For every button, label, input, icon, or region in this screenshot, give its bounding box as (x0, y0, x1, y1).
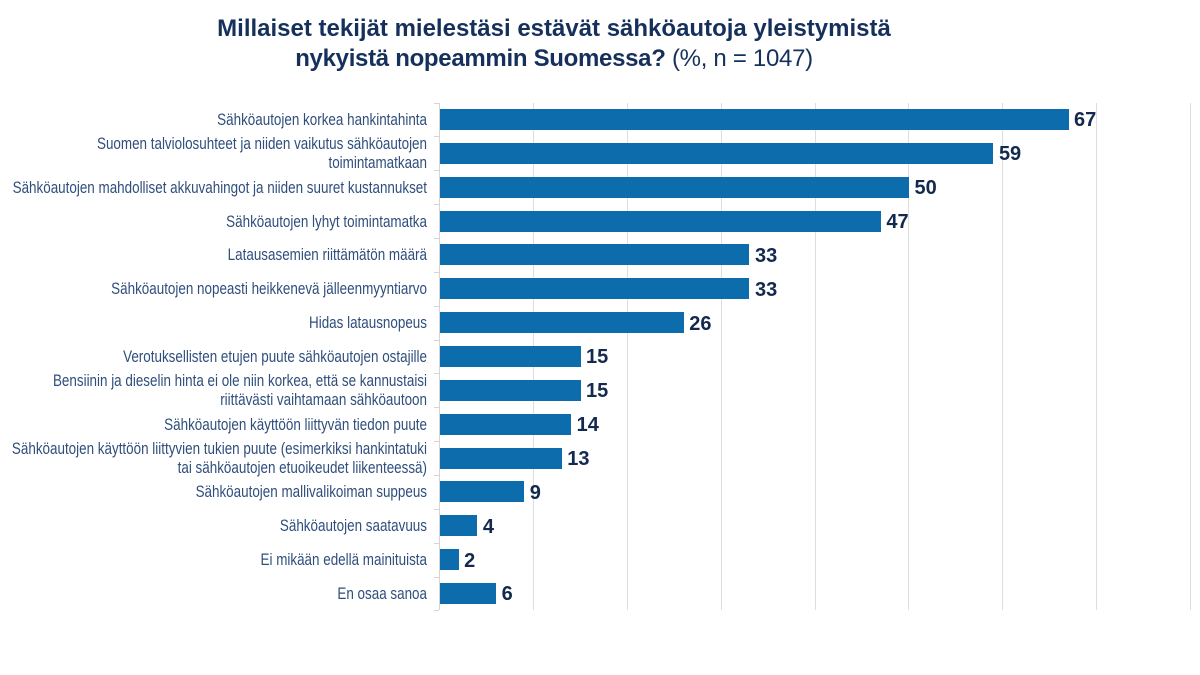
value-label-10: 13 (567, 448, 590, 471)
gridline-70 (1096, 102, 1098, 611)
category-label-14: En osaa sanoa (337, 583, 427, 603)
axis-tick (434, 102, 440, 104)
gridline-30 (720, 102, 722, 611)
bar-8 (439, 379, 581, 401)
category-label-10: Sähköautojen käyttöön liittyvien tukien … (11, 439, 427, 478)
bar-7 (439, 345, 581, 367)
axis-tick (434, 339, 440, 341)
axis-tick (434, 170, 440, 172)
value-label-0: 67 (1074, 109, 1097, 132)
value-label-11: 9 (529, 481, 541, 504)
axis-tick (434, 305, 440, 307)
axis-tick (434, 271, 440, 273)
category-label-4: Latausasemien riittämätön määrä (227, 245, 427, 265)
axis-tick (434, 237, 440, 239)
category-label-7: Verotuksellisten etujen puute sähköautoj… (123, 346, 427, 366)
bar-2 (439, 176, 909, 198)
plot-area: 67 Sähköautojen korkea hankintahinta 59 Suo… (12, 102, 1192, 612)
value-label-12: 4 (482, 515, 494, 538)
gridline-80 (1190, 102, 1192, 611)
axis-tick (434, 508, 440, 510)
bar-10 (439, 447, 562, 469)
value-label-5: 33 (754, 278, 778, 301)
axis-tick (434, 576, 440, 578)
bar-6 (439, 312, 684, 334)
value-label-7: 15 (586, 346, 609, 369)
axis-tick (434, 441, 440, 443)
category-label-5: Sähköautojen nopeasti heikkenevä jälleen… (111, 279, 427, 299)
category-label-13: Ei mikään edellä mainituista (260, 550, 427, 570)
bar-5 (439, 278, 750, 300)
axis-tick (434, 373, 440, 375)
value-label-1: 59 (998, 143, 1022, 166)
value-label-13: 2 (464, 549, 476, 572)
value-label-9: 14 (576, 414, 599, 437)
value-label-2: 50 (914, 177, 937, 200)
bar-13 (439, 549, 459, 571)
category-label-9: Sähköautojen käyttöön liittyvän tiedon p… (164, 414, 427, 434)
axis-tick (434, 136, 440, 138)
bar-14 (439, 582, 497, 604)
axis-tick (434, 474, 440, 476)
axis-tick (434, 407, 440, 409)
gridline-60 (1002, 102, 1004, 611)
category-label-1: Suomen talviolosuhteet ja niiden vaikutu… (96, 134, 427, 173)
gridline-50 (908, 102, 910, 611)
category-label-6: Hidas latausnopeus (309, 313, 427, 333)
axis-tick (434, 542, 440, 544)
value-label-3: 47 (886, 211, 909, 233)
category-label-12: Sähköautojen saatavuus (279, 516, 427, 536)
bar-4 (439, 244, 750, 266)
category-label-8: Bensiinin ja dieselin hinta ei ole niin … (52, 371, 427, 410)
bar-3 (439, 210, 881, 232)
gridline-20 (626, 102, 628, 611)
bar-12 (439, 515, 478, 537)
value-label-6: 26 (689, 312, 712, 335)
gridline-40 (814, 102, 816, 611)
category-label-2: Sähköautojen mahdolliset akkuvahingot ja… (12, 177, 427, 197)
axis-tick (434, 610, 440, 612)
value-label-4: 33 (754, 244, 778, 267)
chart-title: Millaiset tekijät mielestäsi estävät säh… (0, 14, 1108, 74)
chart-title-line2-sample: (%, n = 1047) (665, 45, 813, 72)
chart-title-line2-question: nykyistä nopeammin Suomessa? (295, 45, 666, 72)
category-label-3: Sähköautojen lyhyt toimintamatka (226, 211, 427, 231)
bar-0 (439, 108, 1069, 130)
chart-title-line1: Millaiset tekijät mielestäsi estävät säh… (217, 15, 891, 42)
value-label-14: 6 (501, 583, 513, 606)
category-label-11: Sähköautojen mallivalikoiman suppeus (195, 482, 427, 502)
bar-9 (439, 413, 572, 435)
chart-title-line2: nykyistä nopeammin Suomessa? (%, n = 104… (0, 44, 1108, 74)
axis-tick (434, 204, 440, 206)
category-label-0: Sähköautojen korkea hankintahinta (217, 109, 427, 129)
bar-1 (439, 142, 994, 164)
bar-11 (439, 481, 525, 503)
value-label-8: 15 (586, 380, 609, 403)
